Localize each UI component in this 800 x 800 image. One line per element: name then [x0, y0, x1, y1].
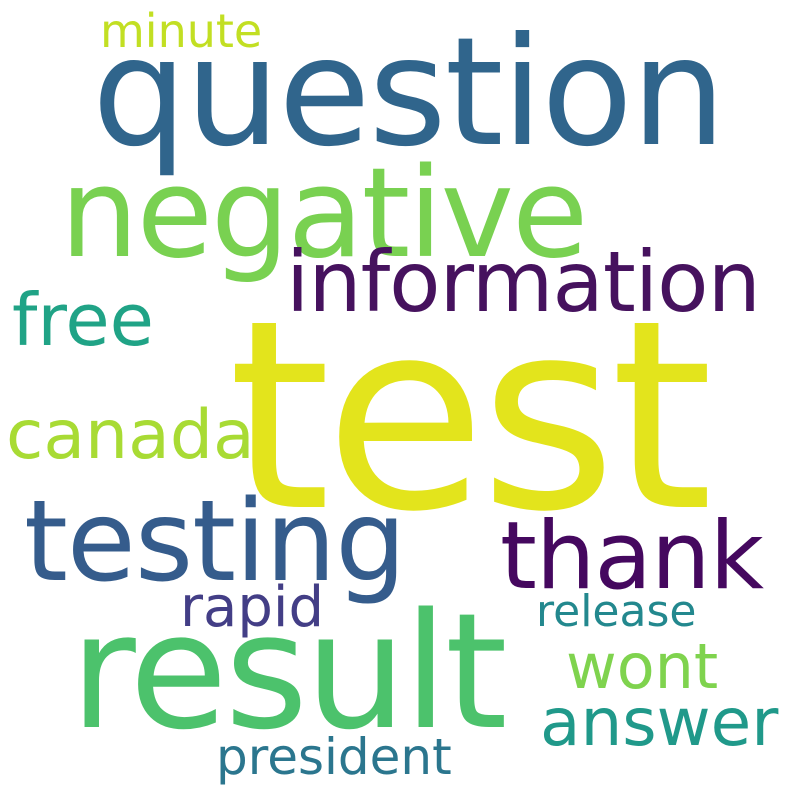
- word-testing: testing: [24, 477, 406, 607]
- word-rapid: rapid: [180, 575, 324, 640]
- word-minute: minute: [100, 4, 263, 58]
- word-test: test: [228, 264, 713, 569]
- word-thank: thank: [500, 502, 764, 611]
- word-information: information: [286, 233, 761, 331]
- word-result: result: [70, 578, 508, 765]
- word-release: release: [536, 586, 697, 637]
- word-wont: wont: [566, 630, 719, 703]
- word-canada: canada: [6, 396, 255, 475]
- word-question: question: [92, 6, 726, 180]
- word-negative: negative: [60, 142, 588, 286]
- word-answer: answer: [540, 684, 779, 761]
- word-free: free: [12, 278, 154, 362]
- word-president: president: [216, 728, 452, 786]
